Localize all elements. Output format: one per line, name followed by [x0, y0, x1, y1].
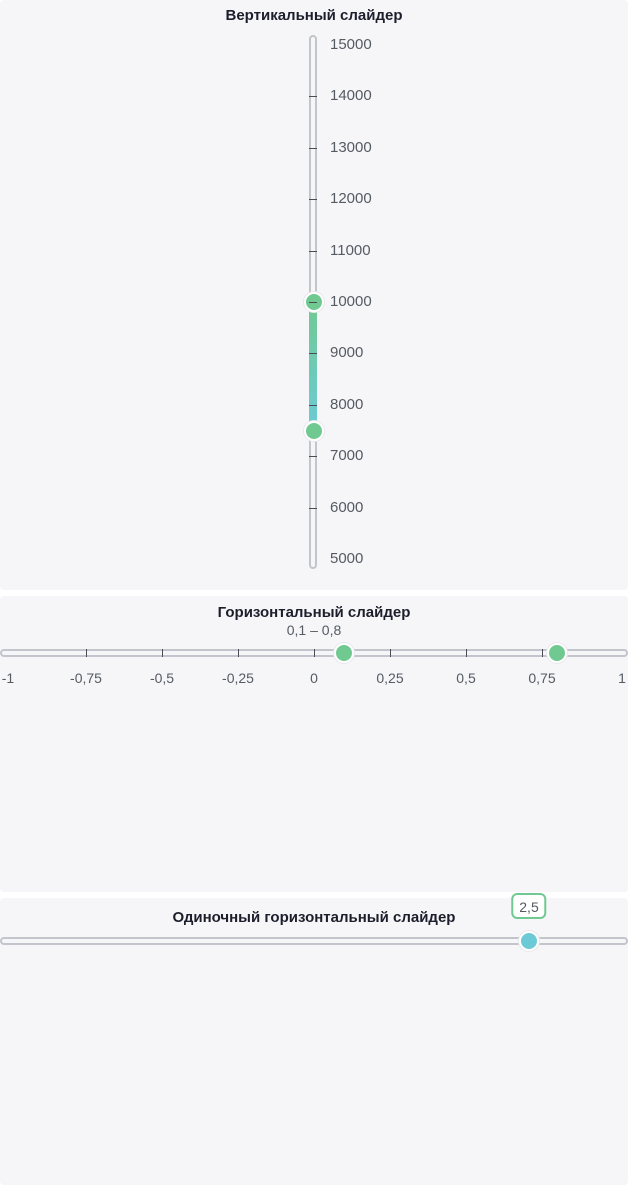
horizontal-slider-tick: [162, 649, 163, 657]
vertical-slider-tick-label: 9000: [330, 344, 364, 361]
vertical-slider-tick-label: 11000: [330, 242, 371, 259]
single-slider-value-tooltip: 2,5: [511, 893, 547, 919]
horizontal-slider-panel: Горизонтальный слайдер 0,1 – 0,8 -1 -0,75…: [0, 596, 628, 892]
vertical-slider-tick-label: 10000: [330, 293, 372, 310]
horizontal-slider-tick: [542, 649, 543, 657]
horizontal-slider-range-text: 0,1 – 0,8: [286, 622, 342, 638]
vertical-slider-tick: [309, 199, 317, 200]
single-slider-thumb[interactable]: [519, 931, 539, 951]
vertical-slider-tick-label: 14000: [330, 87, 372, 104]
vertical-slider-title: Вертикальный слайдер: [225, 7, 403, 24]
horizontal-slider-tick: [86, 649, 87, 657]
vertical-slider-range: [309, 302, 317, 431]
single-slider-title: Одиночный горизонтальный слайдер: [172, 909, 456, 926]
vertical-slider-tick-label: 13000: [330, 139, 372, 156]
horizontal-slider-tick: [238, 649, 239, 657]
vertical-slider-tick: [309, 508, 317, 509]
vertical-slider-tick: [309, 148, 317, 149]
vertical-slider-tick: [309, 302, 317, 303]
horizontal-slider-tick-label: -1: [1, 670, 15, 686]
horizontal-slider-tick: [314, 649, 315, 657]
horizontal-slider-tick-label: 1: [618, 670, 626, 686]
horizontal-slider-tick-label: 0,75: [528, 670, 556, 686]
horizontal-slider-tick-label: -0,75: [70, 670, 102, 686]
vertical-slider-tick-label: 15000: [330, 36, 372, 53]
vertical-slider-tick: [309, 96, 317, 97]
vertical-slider-tick: [309, 456, 317, 457]
horizontal-slider-tick: [466, 649, 467, 657]
vertical-slider-tick: [309, 251, 317, 252]
horizontal-slider-title: Горизонтальный слайдер: [217, 604, 411, 621]
vertical-slider-lower-thumb[interactable]: [304, 421, 324, 441]
single-slider-track[interactable]: [0, 937, 628, 945]
horizontal-slider-tick-label: -0,5: [149, 670, 175, 686]
horizontal-slider-upper-thumb[interactable]: [547, 643, 567, 663]
horizontal-slider-tick: [390, 649, 391, 657]
vertical-slider-panel: Вертикальный слайдер 15000 14000 13000 1200…: [0, 0, 628, 590]
vertical-slider-tick-label: 5000: [330, 550, 364, 567]
vertical-slider-tick: [309, 353, 317, 354]
horizontal-slider-lower-thumb[interactable]: [334, 643, 354, 663]
vertical-slider-tick-label: 7000: [330, 447, 364, 464]
single-slider-panel: Одиночный горизонтальный слайдер 2,5: [0, 893, 628, 1185]
horizontal-slider-tick-label: 0,25: [376, 670, 404, 686]
horizontal-slider-tick-label: 0,5: [456, 670, 476, 686]
vertical-slider-tick-label: 8000: [330, 396, 364, 413]
vertical-slider-tick-label: 6000: [330, 499, 364, 516]
horizontal-slider-tick-label: 0: [310, 670, 318, 686]
vertical-slider-tick-label: 12000: [330, 190, 372, 207]
horizontal-slider-tick-label: -0,25: [222, 670, 254, 686]
vertical-slider-tick: [309, 405, 317, 406]
